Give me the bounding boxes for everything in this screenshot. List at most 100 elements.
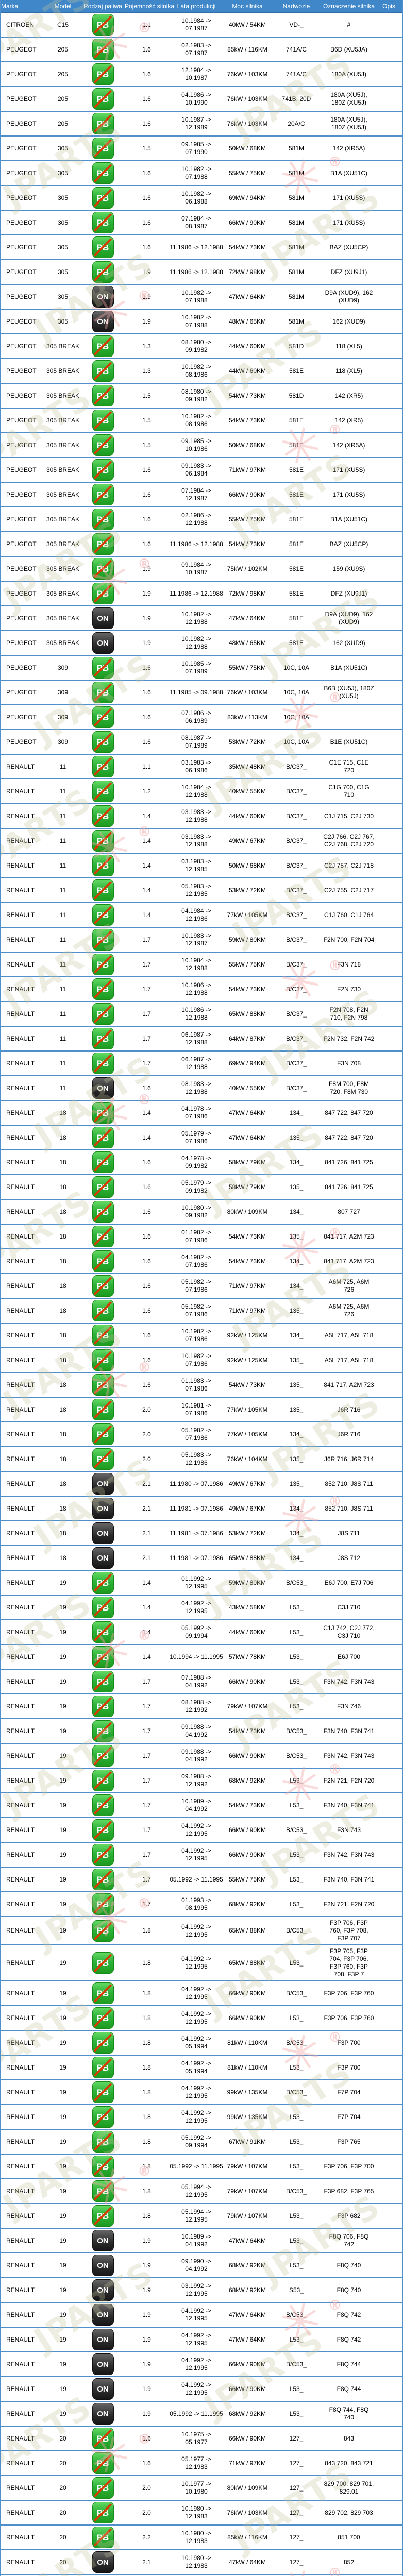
production-years-cell: 04.1992 -> 12.1995: [181, 1986, 211, 2001]
engine-power-cell: 59kW / 80KM: [228, 936, 266, 943]
description-cell: [376, 938, 402, 942]
production-years-cell: 09.1990 -> 04.1992: [181, 2258, 211, 2273]
fuel-type-cell: PB: [81, 829, 125, 853]
engine-power-cell: 69kW / 94KM: [228, 1059, 266, 1067]
engine-capacity-cell: 1.1: [142, 762, 151, 770]
brand-cell: PEUGEOT: [6, 515, 37, 523]
fuel-diesel-on-icon: ON: [92, 1522, 114, 1544]
production-years-cell: 05.1994 -> 12.1995: [181, 2183, 211, 2198]
engine-capacity-cell: 1.8: [142, 2014, 151, 2022]
body-code-cell: L53_: [289, 1900, 304, 1908]
description-cell: [376, 2461, 402, 2465]
engine-code-cell: F8Q 744, F8Q 740: [329, 2406, 369, 2421]
description-cell: [376, 2016, 402, 2020]
engine-capacity-cell: 1.6: [142, 688, 151, 696]
production-years-cell: 04.1992 -> 12.1995: [181, 2357, 211, 2371]
table-row: RENAULT 19 PB 1.7 04.1992 -> 12.1995 66k…: [1, 1817, 402, 1842]
description-cell: [376, 2263, 402, 2267]
brand-cell: RENAULT: [6, 2088, 35, 2096]
engine-code-cell: E6J 700: [337, 1653, 361, 1660]
engine-code-cell: 841 717, A2M 723: [324, 1257, 374, 1265]
description-cell: [376, 1853, 402, 1857]
table-row: PEUGEOT 309 PB 1.6 08.1987 -> 07.1989 53…: [1, 729, 402, 754]
engine-power-cell: 53kW / 72KM: [228, 738, 266, 745]
engine-capacity-cell: 1.9: [142, 293, 151, 300]
body-code-cell: 581E: [289, 416, 304, 424]
description-cell: [376, 369, 402, 373]
engine-capacity-cell: 1.9: [142, 2286, 151, 2294]
fuel-type-cell: PB: [81, 1373, 125, 1397]
fuel-badge-slash-icon: [93, 114, 112, 133]
fuel-badge-slash-icon: [93, 1746, 112, 1766]
fuel-petrol-pb-crossed-icon: PB: [92, 2428, 114, 2449]
production-years-cell: 09.1988 -> 12.1992: [181, 1773, 211, 1788]
engine-capacity-cell: 1.8: [142, 2113, 151, 2121]
engine-code-cell: 852 710, J8S 711: [325, 1480, 373, 1487]
description-cell: [376, 122, 402, 126]
engine-power-cell: 75kW / 102KM: [227, 565, 268, 572]
engine-code-cell: 118 (XL5): [335, 342, 362, 350]
brand-cell: RENAULT: [6, 1035, 35, 1042]
description-cell: [376, 2115, 402, 2119]
engine-code-cell: 118 (XL5): [335, 367, 362, 375]
engine-code-cell: 841 717, A2M 723: [324, 1232, 374, 1240]
engine-code-cell: 159 (XU9S): [332, 565, 365, 572]
fuel-badge-slash-icon: [93, 1870, 112, 1889]
body-code-cell: 127_: [289, 2459, 304, 2467]
model-cell: 19: [59, 2385, 66, 2393]
description-cell: [376, 245, 402, 249]
fuel-diesel-on-icon: ON: [92, 632, 114, 654]
description-cell: [376, 591, 402, 596]
engine-power-cell: 54kW / 73KM: [228, 1381, 266, 1388]
description-cell: [376, 1556, 402, 1560]
body-code-cell: 134_: [289, 1208, 304, 1215]
model-cell: 19: [59, 1628, 66, 1636]
engine-code-cell: F3P 765: [337, 2138, 361, 2145]
engine-capacity-cell: 1.9: [142, 2410, 151, 2417]
model-cell: 19: [59, 1801, 66, 1809]
model-cell: 19: [59, 2088, 66, 2096]
table-row: RENAULT 18 PB 2.0 05.1982 -> 07.1986 77k…: [1, 1421, 402, 1446]
fuel-petrol-pb-crossed-icon: PB: [92, 2106, 114, 2128]
body-code-cell: B/C37_: [286, 1084, 307, 1092]
engine-capacity-cell: 1.4: [142, 1653, 151, 1660]
description-cell: [376, 2313, 402, 2317]
engine-code-cell: A6M 725, A6M 726: [328, 1303, 370, 1318]
body-code-cell: 134_: [289, 1504, 304, 1512]
engine-code-cell: 180A (XU5J), 180Z (XU5J): [330, 91, 367, 106]
table-row: PEUGEOT 305 BREAK PB 1.6 02.1986 -> 12.1…: [1, 506, 402, 531]
model-cell: 305: [57, 293, 69, 300]
table-row: RENAULT 11 PB 1.2 10.1984 -> 12.1988 40k…: [1, 778, 402, 803]
model-cell: 11: [59, 886, 66, 894]
engine-code-cell: C1J 715, C2J 730: [324, 812, 374, 820]
table-row: RENAULT 19 PB 1.7 09.1988 -> 12.1992 68k…: [1, 1768, 402, 1792]
brand-cell: RENAULT: [6, 1677, 35, 1685]
engine-capacity-cell: 2.0: [142, 1405, 151, 1413]
engine-capacity-cell: 1.6: [142, 1232, 151, 1240]
model-cell: 305: [57, 317, 69, 325]
brand-cell: PEUGEOT: [6, 293, 37, 300]
production-years-cell: 05.1992 -> 11.1995: [170, 2162, 223, 2170]
brand-cell: RENAULT: [6, 1430, 35, 1438]
table-row: RENAULT 19 PB 1.8 04.1992 -> 05.1994 81k…: [1, 2030, 402, 2055]
description-cell: [376, 1432, 402, 1436]
engine-capacity-cell: 1.7: [142, 960, 151, 968]
engine-power-cell: 66kW / 90KM: [228, 2014, 266, 2022]
fuel-badge-slash-icon: [93, 1400, 112, 1419]
description-cell: [376, 2362, 402, 2366]
engine-power-cell: 76kW / 104KM: [227, 1455, 268, 1463]
fuel-petrol-pb-crossed-icon: PB: [92, 484, 114, 505]
engine-capacity-cell: 1.7: [142, 1035, 151, 1042]
brand-cell: RENAULT: [6, 1989, 35, 1997]
engine-code-cell: 142 (XR5A): [332, 144, 365, 152]
body-code-cell: B/C37_: [286, 960, 307, 968]
engine-capacity-cell: 1.6: [142, 1331, 151, 1339]
production-years-cell: 09.1988 -> 04.1992: [181, 1748, 211, 1763]
production-years-cell: 09.1988 -> 04.1992: [181, 1723, 211, 1738]
table-row: RENAULT 19 ON 1.9 04.1992 -> 12.1995 47k…: [1, 2327, 402, 2351]
fuel-petrol-pb-crossed-icon: PB: [92, 2205, 114, 2227]
model-cell: 19: [59, 2063, 66, 2071]
description-cell: [376, 1408, 402, 1412]
engine-capacity-cell: 1.4: [142, 1133, 151, 1141]
fuel-type-cell: PB: [81, 260, 125, 284]
